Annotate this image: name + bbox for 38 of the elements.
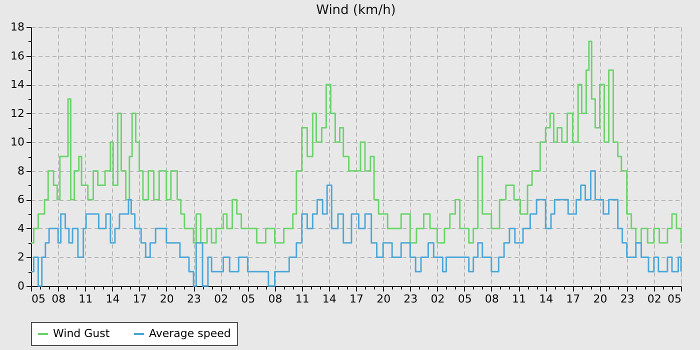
y-tick-label: 0 bbox=[18, 280, 24, 292]
x-tick-label: 05 bbox=[32, 292, 46, 306]
y-tick-label: 6 bbox=[18, 193, 24, 206]
x-tick-label: 02 bbox=[214, 292, 228, 306]
x-tick-label: 14 bbox=[322, 292, 336, 306]
x-tick-label: 23 bbox=[404, 292, 418, 306]
legend-label: Average speed bbox=[149, 327, 231, 340]
y-tick-label: 18 bbox=[10, 20, 24, 34]
x-tick-label: 20 bbox=[593, 292, 608, 306]
x-tick-label: 02 bbox=[647, 292, 662, 306]
y-tick-label: 8 bbox=[18, 164, 24, 178]
x-tick-label: 20 bbox=[376, 292, 391, 306]
y-tick-label: 16 bbox=[10, 49, 24, 62]
legend-label: Wind Gust bbox=[53, 327, 110, 340]
x-tick-label: 17 bbox=[566, 292, 580, 306]
x-tick-label: 11 bbox=[512, 292, 526, 306]
x-tick-label: 23 bbox=[620, 292, 634, 306]
x-tick-label: 05 bbox=[241, 292, 256, 306]
y-tick-label: 12 bbox=[10, 106, 24, 120]
x-tick-label: 17 bbox=[132, 292, 147, 306]
x-tick-label: 05 bbox=[668, 292, 682, 306]
x-tick-label: 08 bbox=[52, 292, 66, 306]
x-tick-label: 14 bbox=[539, 292, 554, 306]
x-tick-label: 08 bbox=[484, 292, 499, 306]
x-tick-label: 20 bbox=[160, 292, 174, 306]
x-tick-label: 17 bbox=[350, 292, 364, 306]
chart-title: Wind (km/h) bbox=[316, 3, 396, 18]
y-tick-label: 2 bbox=[18, 250, 24, 264]
y-tick-label: 10 bbox=[10, 136, 24, 149]
x-tick-label: 11 bbox=[295, 292, 310, 306]
x-tick-label: 11 bbox=[78, 292, 93, 306]
x-tick-label: 08 bbox=[268, 292, 282, 306]
y-tick-label: 14 bbox=[10, 78, 24, 92]
x-tick-label: 23 bbox=[187, 292, 201, 306]
y-tick-label: 4 bbox=[18, 222, 24, 235]
x-tick-label: 14 bbox=[106, 292, 120, 306]
x-tick-label: 05 bbox=[458, 292, 472, 306]
x-tick-label: 02 bbox=[430, 292, 445, 306]
